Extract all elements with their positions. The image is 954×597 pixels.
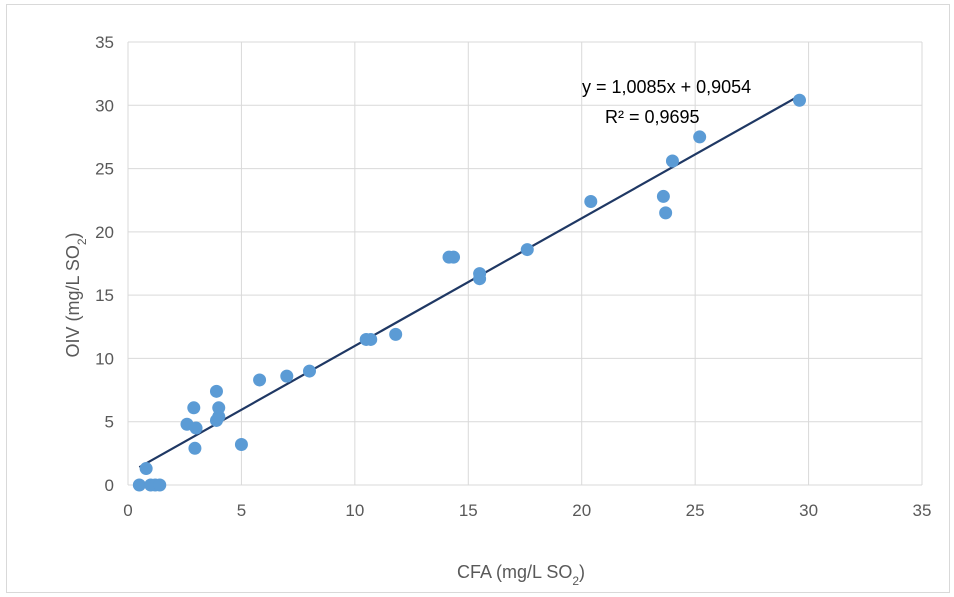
data-point — [473, 272, 487, 286]
trendline-r2: R² = 0,9695 — [605, 107, 700, 127]
y-axis-title: OIV (mg/L SO2) — [63, 232, 89, 357]
y-tick-label: 35 — [95, 33, 114, 52]
data-point — [656, 189, 670, 203]
data-point — [693, 130, 707, 144]
data-point — [520, 243, 534, 257]
trendline-group — [138, 94, 801, 469]
data-point — [234, 437, 248, 451]
data-point — [447, 250, 461, 264]
data-point — [665, 154, 679, 168]
data-point — [389, 327, 403, 341]
x-tick-label: 15 — [459, 501, 478, 520]
data-point — [139, 462, 153, 476]
data-point — [153, 478, 167, 492]
x-tick-label: 10 — [345, 501, 364, 520]
data-point — [187, 401, 201, 415]
scatter-chart: 0 5 10 15 20 25 30 35 0 5 10 15 20 25 30 35 y = 1,0085… — [63, 33, 931, 588]
data-point — [189, 421, 203, 435]
gridlines — [127, 41, 923, 486]
data-point — [188, 441, 202, 455]
y-tick-label: 20 — [95, 223, 114, 242]
x-tick-label: 25 — [686, 501, 705, 520]
y-tick-label: 0 — [105, 476, 114, 495]
x-tick-label: 20 — [572, 501, 591, 520]
x-tick-label: 35 — [913, 501, 932, 520]
data-point — [792, 93, 806, 107]
chart-area: 0 5 10 15 20 25 30 35 0 5 10 15 20 25 30 35 y = 1,0085… — [6, 4, 950, 593]
data-point — [212, 401, 226, 415]
x-tick-label: 5 — [237, 501, 246, 520]
data-point — [302, 364, 316, 378]
data-point — [659, 206, 673, 220]
y-tick-label: 15 — [95, 286, 114, 305]
data-point — [253, 373, 267, 387]
data-point — [209, 384, 223, 398]
data-point — [280, 369, 294, 383]
x-tick-label: 0 — [123, 501, 132, 520]
y-tick-labels: 0 5 10 15 20 25 30 35 — [95, 33, 114, 495]
y-tick-label: 30 — [95, 96, 114, 115]
x-tick-labels: 0 5 10 15 20 25 30 35 — [123, 501, 931, 520]
y-tick-label: 5 — [105, 413, 114, 432]
trendline-equation: y = 1,0085x + 0,9054 — [582, 77, 751, 97]
trendline — [138, 94, 801, 469]
data-points — [132, 93, 806, 492]
y-tick-label: 10 — [95, 349, 114, 368]
x-tick-label: 30 — [799, 501, 818, 520]
y-tick-label: 25 — [95, 160, 114, 179]
data-point — [132, 478, 146, 492]
data-point — [364, 332, 378, 346]
data-point — [584, 194, 598, 208]
x-axis-title: CFA (mg/L SO2) — [457, 562, 585, 588]
